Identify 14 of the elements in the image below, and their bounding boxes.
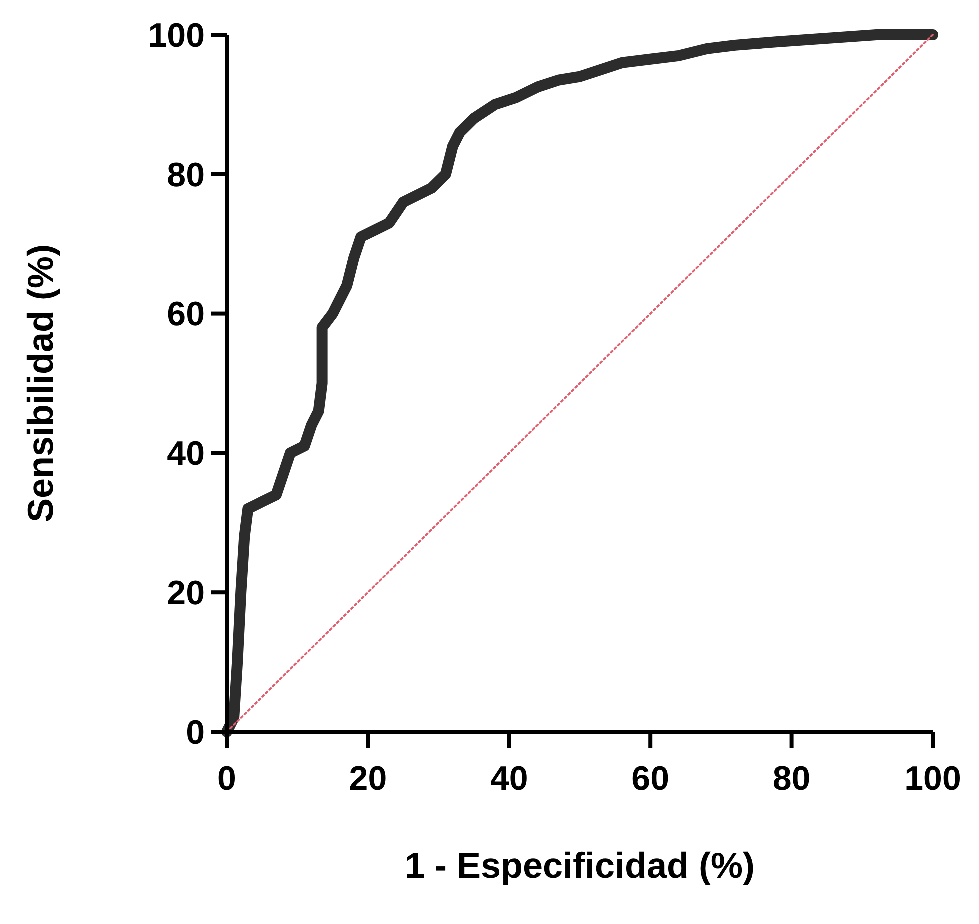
x-tick-label: 60 (632, 760, 670, 798)
y-tick-label: 80 (167, 156, 205, 194)
y-axis-title: Sensibilidad (%) (20, 244, 61, 523)
x-tick-label: 100 (904, 760, 962, 798)
y-tick-label: 20 (167, 574, 205, 612)
y-tick-label: 100 (148, 16, 205, 55)
y-tick-label: 60 (167, 296, 205, 334)
x-tick-label: 40 (490, 760, 528, 798)
x-axis-title: 1 - Especificidad (%) (404, 845, 756, 886)
x-tick-label: 0 (218, 760, 236, 798)
x-tick-label: 20 (349, 760, 388, 798)
x-tick-label: 80 (772, 760, 811, 798)
y-tick-label: 40 (167, 435, 205, 474)
y-tick-label: 0 (186, 714, 205, 752)
